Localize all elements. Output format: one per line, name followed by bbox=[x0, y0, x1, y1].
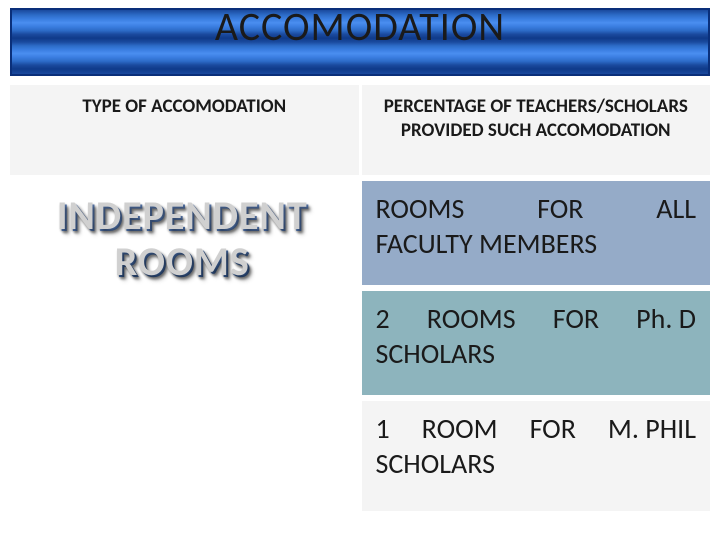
row-faculty: ROOMS FOR ALL FACULTY MEMBERS bbox=[362, 181, 711, 291]
table-body: INDEPENDENT ROOMS ROOMS FOR ALL FACULTY … bbox=[10, 181, 710, 511]
table-header-row: TYPE OF ACCOMODATION PERCENTAGE OF TEACH… bbox=[10, 84, 710, 181]
w: FOR bbox=[530, 411, 576, 446]
accommodation-table: TYPE OF ACCOMODATION PERCENTAGE OF TEACH… bbox=[10, 84, 710, 511]
row0-line1: ROOMS FOR ALL bbox=[376, 191, 697, 226]
independent-rooms-label: INDEPENDENT ROOMS bbox=[59, 195, 310, 287]
header-type: TYPE OF ACCOMODATION bbox=[10, 85, 362, 181]
title-banner: ACCOMODATION bbox=[10, 8, 710, 76]
row1-line1: 2 ROOMS FOR Ph. D bbox=[376, 301, 697, 336]
w: Ph. D bbox=[636, 301, 696, 336]
row2-line1: 1 ROOM FOR M. PHIL bbox=[376, 411, 697, 446]
page-title: ACCOMODATION bbox=[12, 2, 708, 51]
header-percentage: PERCENTAGE OF TEACHERS/SCHOLARS PROVIDED… bbox=[362, 85, 711, 181]
w: FOR bbox=[537, 191, 583, 226]
w: 1 bbox=[376, 411, 390, 446]
w: ROOMS bbox=[427, 301, 516, 336]
w: ROOMS bbox=[376, 191, 465, 226]
type-cell: INDEPENDENT ROOMS bbox=[10, 181, 362, 511]
row-phd: 2 ROOMS FOR Ph. D SCHOLARS bbox=[362, 291, 711, 401]
w: FOR bbox=[553, 301, 599, 336]
left-line1: INDEPENDENT bbox=[59, 193, 310, 242]
w: 2 bbox=[376, 301, 390, 336]
row1-line2: SCHOLARS bbox=[376, 336, 697, 371]
row2-line2: SCHOLARS bbox=[376, 446, 697, 481]
w: ROOM bbox=[422, 411, 498, 446]
row0-line2: FACULTY MEMBERS bbox=[376, 226, 697, 261]
row-mphil: 1 ROOM FOR M. PHIL SCHOLARS bbox=[362, 401, 711, 511]
left-line2: ROOMS bbox=[117, 239, 252, 288]
w: ALL bbox=[656, 191, 696, 226]
w: M. PHIL bbox=[608, 411, 696, 446]
percentage-cells: ROOMS FOR ALL FACULTY MEMBERS 2 ROOMS FO… bbox=[362, 181, 711, 511]
